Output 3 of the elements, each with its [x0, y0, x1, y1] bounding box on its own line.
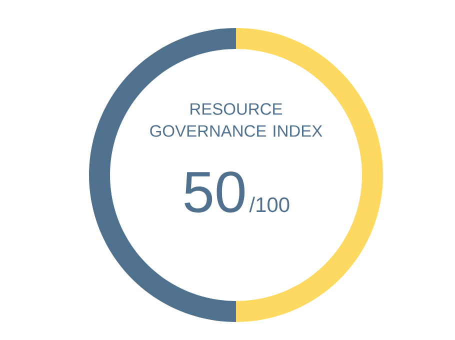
text: /100 [249, 196, 290, 212]
text: 50 [184, 172, 245, 213]
text: RESOURCE GOVERNANCE INDEX [150, 103, 322, 137]
